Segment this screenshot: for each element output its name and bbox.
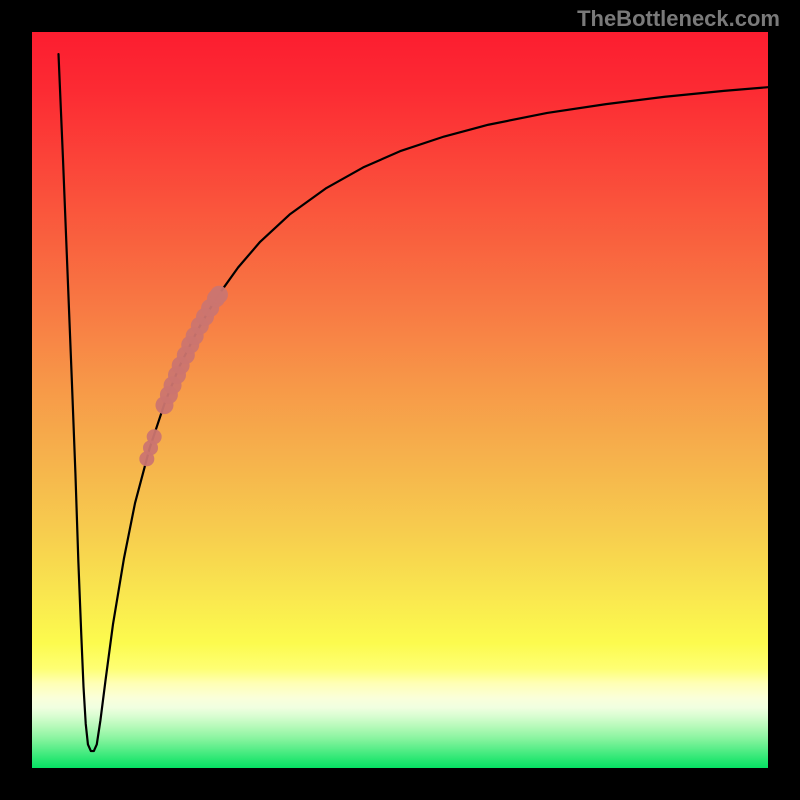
chart-frame: TheBottleneck.com xyxy=(0,0,800,800)
data-point xyxy=(147,429,162,444)
data-point xyxy=(210,286,228,304)
plot-background xyxy=(32,32,768,768)
watermark-text: TheBottleneck.com xyxy=(577,6,780,32)
bottleneck-chart xyxy=(0,0,800,800)
